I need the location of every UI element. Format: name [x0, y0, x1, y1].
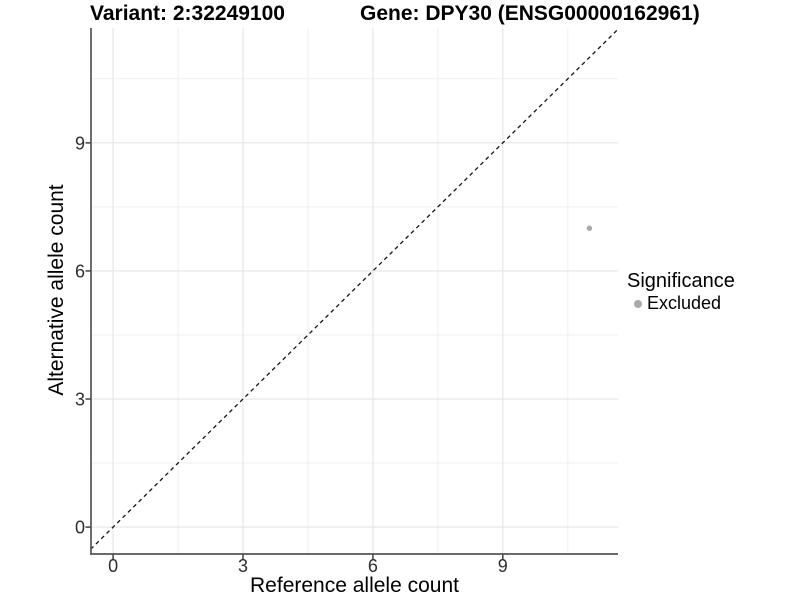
x-tick-label: 3 — [238, 556, 248, 576]
y-tick-label: 0 — [75, 518, 85, 538]
legend-item-excluded: Excluded — [627, 293, 735, 314]
legend-point-icon — [634, 299, 642, 308]
identity-reference-line — [91, 28, 618, 550]
x-tick-label: 6 — [368, 556, 378, 576]
grid-minor — [91, 28, 618, 554]
legend-title: Significance — [627, 270, 735, 292]
y-axis-title: Alternative allele count — [45, 184, 68, 396]
x-tick-label: 0 — [108, 556, 118, 576]
x-tick-label: 9 — [498, 556, 508, 576]
grid-major — [91, 28, 618, 554]
legend-item-label: Excluded — [647, 293, 722, 313]
y-tick-label: 6 — [75, 261, 85, 281]
plot-title-variant: Variant: 2:32249100 — [90, 2, 285, 25]
y-tick-label: 9 — [75, 133, 85, 153]
plot-title-gene: Gene: DPY30 (ENSG00000162961) — [360, 2, 700, 25]
data-points — [586, 225, 593, 231]
x-axis-title: Reference allele count — [250, 574, 459, 597]
y-tick-label: 3 — [75, 390, 85, 410]
axis-ticks: 0 3 6 9 0 3 6 9 — [75, 133, 508, 576]
data-point — [586, 225, 593, 231]
axis-lines — [90, 28, 618, 555]
legend: Significance Excluded — [627, 270, 735, 314]
